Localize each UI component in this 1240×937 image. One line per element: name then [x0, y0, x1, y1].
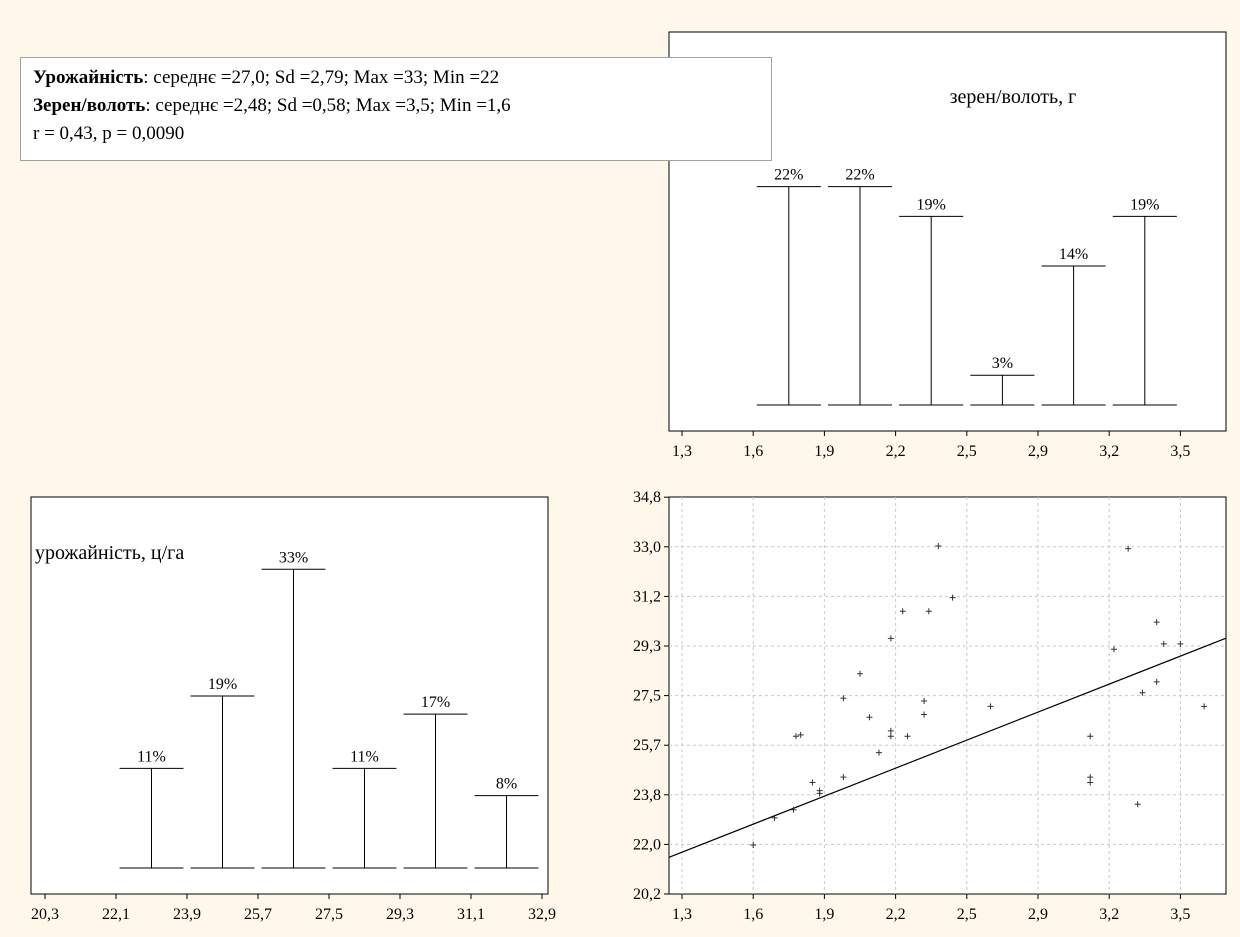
- bar-value-label: 3%: [992, 355, 1013, 372]
- y-tick-label: 31,2: [633, 588, 661, 605]
- regression-line: [668, 637, 1227, 858]
- x-tick-label: 1,3: [672, 443, 692, 460]
- x-tick-label: 2,2: [886, 443, 906, 460]
- summary-line-yield: Урожайність: середнє =27,0; Sd =2,79; Ma…: [33, 64, 759, 92]
- bar-value-label: 17%: [421, 694, 450, 711]
- y-tick-label: 29,3: [633, 638, 661, 655]
- x-tick-label: 23,9: [173, 906, 201, 923]
- x-tick-label: 25,7: [244, 906, 272, 923]
- x-tick-label: 2,2: [886, 906, 906, 923]
- x-tick-label: 1,6: [743, 443, 763, 460]
- scatter-point: [921, 697, 928, 704]
- scatter-point: [809, 779, 816, 786]
- bar-value-label: 11%: [350, 748, 379, 765]
- x-tick-label: 1,3: [672, 906, 692, 923]
- scatter-point: [1177, 640, 1184, 647]
- x-tick-label: 1,9: [814, 443, 834, 460]
- scatter-point: [1139, 689, 1146, 696]
- scatter-point: [875, 749, 882, 756]
- scatter-point: [797, 731, 804, 738]
- x-tick-label: 3,2: [1099, 443, 1119, 460]
- x-tick-label: 20,3: [31, 906, 59, 923]
- x-tick-label: 2,5: [957, 906, 977, 923]
- x-tick-label: 3,5: [1170, 443, 1190, 460]
- x-tick-label: 1,6: [743, 906, 763, 923]
- hist-yield-frame: [30, 496, 549, 895]
- y-tick-label: 23,8: [633, 787, 661, 804]
- x-tick-label: 3,5: [1170, 906, 1190, 923]
- summary-line-grains: Зерен/волоть: середнє =2,48; Sd =0,58; M…: [33, 92, 759, 120]
- scatter-point: [887, 635, 894, 642]
- scatter-point: [840, 774, 847, 781]
- scatter-point: [750, 842, 757, 849]
- y-tick-label: 20,2: [633, 886, 661, 903]
- bar-value-label: 19%: [208, 676, 237, 693]
- bar-value-label: 8%: [496, 776, 517, 793]
- bar-value-label: 22%: [774, 167, 803, 184]
- x-tick-label: 1,9: [814, 906, 834, 923]
- summary-correlation: r = 0,43, p = 0,0090: [33, 123, 185, 144]
- scatter-point: [1160, 640, 1167, 647]
- scatter-point: [792, 733, 799, 740]
- x-tick-label: 2,5: [957, 443, 977, 460]
- bar-value-label: 22%: [845, 167, 874, 184]
- bar-value-label: 14%: [1059, 246, 1088, 263]
- scatter-point: [935, 542, 942, 549]
- summary-yield-label: Урожайність: [33, 67, 144, 88]
- scatter-point: [887, 727, 894, 734]
- scatter-point: [790, 806, 797, 813]
- x-tick-label: 31,1: [457, 906, 485, 923]
- summary-grains-values: : середнє =2,48; Sd =0,58; Max =3,5; Min…: [145, 95, 511, 116]
- bar-value-label: 33%: [279, 549, 308, 566]
- scatter-point: [904, 733, 911, 740]
- scatter-point: [887, 733, 894, 740]
- scatter-point: [1087, 733, 1094, 740]
- bar-value-label: 11%: [137, 748, 166, 765]
- x-tick-label: 2,9: [1028, 906, 1048, 923]
- x-tick-label: 32,9: [528, 906, 556, 923]
- scatter-point: [1153, 678, 1160, 685]
- y-tick-label: 22,0: [633, 836, 661, 853]
- y-tick-label: 25,7: [633, 737, 661, 754]
- scatter-point: [857, 670, 863, 677]
- scatter-point: [1153, 619, 1160, 626]
- summary-grains-label: Зерен/волоть: [33, 95, 146, 116]
- scatter-point: [987, 703, 994, 710]
- y-tick-label: 33,0: [633, 539, 661, 556]
- hist-grains-title: зерен/волоть, г: [950, 86, 1077, 108]
- x-tick-label: 29,3: [386, 906, 414, 923]
- x-tick-label: 3,2: [1099, 906, 1119, 923]
- x-tick-label: 2,9: [1028, 443, 1048, 460]
- bar-value-label: 19%: [917, 196, 946, 213]
- y-tick-label: 34,8: [633, 489, 661, 506]
- x-tick-label: 27,5: [315, 906, 343, 923]
- summary-stats-box: Урожайність: середнє =27,0; Sd =2,79; Ma…: [20, 57, 772, 161]
- hist-yield-title: урожайність, ц/га: [35, 542, 184, 564]
- scatter-point: [1134, 801, 1141, 808]
- scatter-point: [866, 714, 873, 721]
- scatter-point: [1110, 646, 1117, 653]
- summary-yield-values: : середнє =27,0; Sd =2,79; Max =33; Min …: [143, 67, 500, 88]
- scatter-point: [840, 695, 847, 702]
- scatter-point: [921, 711, 928, 718]
- scatter-point: [1087, 779, 1094, 786]
- scatter-point: [1087, 774, 1094, 781]
- scatter-point: [771, 814, 778, 821]
- scatter-point: [949, 594, 956, 601]
- scatter-point: [925, 608, 932, 615]
- scatter-point: [1201, 703, 1208, 710]
- y-tick-label: 27,5: [633, 688, 661, 705]
- x-tick-label: 22,1: [102, 906, 130, 923]
- bar-value-label: 19%: [1130, 196, 1159, 213]
- scatter-point: [899, 608, 906, 615]
- scatter-point: [1125, 545, 1132, 552]
- scatter-point: [816, 790, 823, 797]
